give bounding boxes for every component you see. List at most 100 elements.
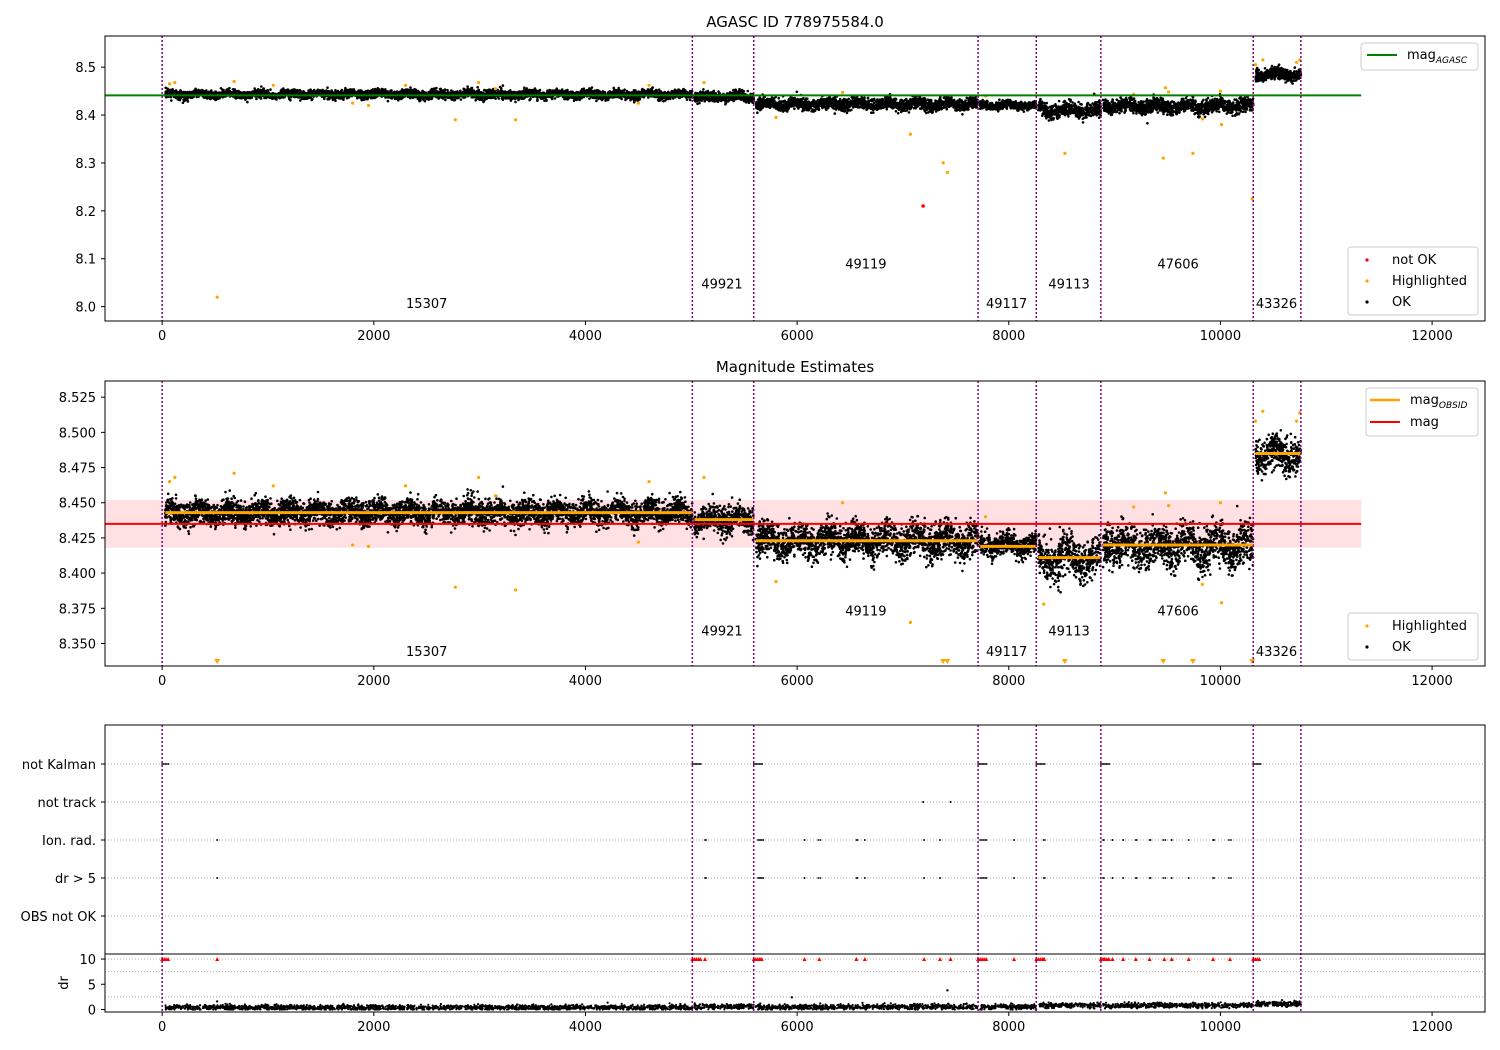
ok-point [494,91,497,95]
ok-point [480,91,483,95]
ok-point [190,96,194,100]
ok-point [671,97,675,100]
ok-point [334,99,337,103]
ok-point [556,91,560,95]
ok-point [487,96,491,99]
ok-point [366,90,370,93]
ok-point [717,97,721,101]
ok-point [625,89,629,93]
ok-point [577,97,580,101]
ok-point [682,87,685,91]
ok-point [291,89,294,92]
ok-point [702,88,705,91]
ok-point [651,90,654,94]
ok-point [612,91,615,95]
ok-point [370,89,373,92]
ok-point [640,88,644,92]
ok-point [675,89,679,93]
ok-point [193,90,196,94]
ok-point [348,88,352,91]
ok-point [409,88,412,92]
ok-point [533,89,536,92]
ok-point [446,91,450,94]
ok-point [512,96,516,100]
panel1-title: AGASC ID 778975584.0 [706,13,884,31]
ok-point [326,86,329,89]
ok-point [746,89,750,93]
ok-point [537,89,540,93]
ok-point [521,91,525,95]
ok-point [319,89,323,92]
ok-point [239,96,242,100]
ok-point [492,96,495,99]
ok-point [381,90,385,94]
ok-point [343,91,347,94]
ok-point [568,91,572,94]
ok-point [672,91,676,94]
ok-point [747,98,750,101]
ok-point [275,98,278,101]
ok-point [421,98,425,101]
ok-point [639,91,643,94]
ok-point [419,99,422,102]
ok-point [589,89,592,93]
ok-point [727,99,730,102]
ok-point [301,91,304,95]
ok-point [724,98,728,102]
ok-point [713,96,716,100]
ok-point [466,85,469,88]
ok-point [566,88,569,92]
ok-point [255,97,258,101]
ok-point [623,88,626,91]
ok-point [260,89,264,93]
ok-point [598,90,602,93]
ok-point [594,96,597,100]
ok-point [352,91,356,95]
ok-point [500,97,504,100]
ok-point [376,87,380,90]
ok-point [167,88,170,91]
ok-point [476,89,479,93]
ok-point [207,96,211,99]
ok-point [228,89,231,93]
ok-point [213,96,216,99]
ok-point [253,87,256,90]
ok-point [648,91,651,94]
ok-point [480,96,483,99]
ok-point [604,99,607,102]
ok-point [683,92,687,95]
ok-point [362,97,366,100]
ok-point [406,88,410,91]
ok-point [344,86,347,90]
ok-point [401,92,405,95]
ok-point [740,88,744,92]
ok-point [194,87,197,91]
ok-point [386,90,390,93]
ok-point [265,91,269,94]
ok-point [718,92,722,95]
ok-point [178,96,182,99]
ok-point [450,90,454,93]
ok-point [171,88,174,91]
ok-point [519,96,522,100]
ok-point [301,97,305,100]
ok-point [246,100,249,104]
ok-point [421,90,425,93]
ok-point [435,90,438,94]
ok-point [603,90,606,94]
ok-point [734,98,737,101]
ok-point [633,92,636,95]
ok-point [595,90,598,94]
ok-point [483,88,486,92]
ok-point [206,91,210,95]
ok-point [737,90,741,93]
ok-point [231,88,235,91]
ok-point [540,96,543,100]
ok-point [432,90,436,94]
ok-point [590,86,594,89]
ok-point [696,102,699,106]
ok-point [654,91,657,94]
ok-point [247,96,250,99]
ok-point [465,90,469,93]
ok-point [222,88,225,92]
